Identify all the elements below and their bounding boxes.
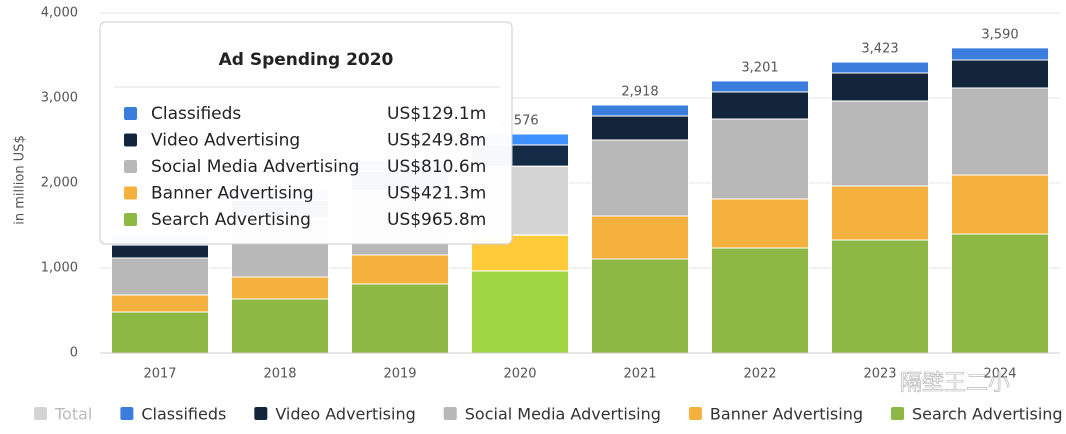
legend-swatch[interactable] [120, 407, 134, 420]
legend-label[interactable]: Social Media Advertising [465, 405, 661, 424]
legend-swatch[interactable] [688, 407, 702, 420]
bar-segment [111, 311, 209, 354]
legend-swatch[interactable] [254, 407, 268, 420]
bar-segment [951, 59, 1049, 89]
bar-segment [831, 72, 929, 102]
bar-segment [591, 258, 689, 354]
legend-swatch[interactable] [34, 407, 47, 420]
bar-segment [111, 294, 209, 313]
legend-swatch[interactable] [891, 407, 904, 420]
y-axis-label: in million US$ [13, 135, 28, 224]
bar-stack [591, 104, 689, 354]
tooltip-name: Search Advertising [151, 210, 311, 230]
x-tick-label: 2021 [623, 367, 656, 382]
total-label: 3,590 [981, 27, 1018, 42]
tooltip: Ad Spending 2020 Classifieds US$129.1m Vide… [99, 21, 513, 245]
tooltip-value: US$129.1m [387, 104, 486, 124]
legend-label[interactable]: Banner Advertising [710, 405, 863, 424]
y-tick-label: 1,000 [41, 261, 78, 276]
x-tick-label: 2019 [383, 367, 416, 382]
tooltip-swatch [124, 186, 137, 200]
x-tick-label: 2020 [503, 367, 536, 382]
bar-segment [351, 254, 449, 285]
bar-segment [231, 298, 329, 354]
legend-label[interactable]: Search Advertising [912, 405, 1063, 424]
legend-label[interactable]: Total [54, 405, 92, 424]
tooltip-value: US$421.3m [387, 184, 486, 204]
bar-segment [951, 47, 1049, 61]
bar-segment [951, 174, 1049, 235]
tooltip-swatch [124, 160, 137, 173]
watermark: 隔壁王二小 [900, 371, 1010, 396]
bar-segment [231, 276, 329, 300]
bar-segment [591, 215, 689, 260]
bar-stack [711, 80, 809, 354]
total-label: 3,201 [741, 60, 778, 75]
bar-segment [591, 104, 689, 117]
bar-segment [711, 198, 809, 249]
y-tick-label: 2,000 [41, 176, 78, 191]
total-label: 2,918 [621, 84, 658, 99]
bar-segment [831, 239, 929, 354]
tooltip-value: US$249.8m [387, 131, 486, 151]
bar-segment [831, 61, 929, 74]
x-tick-label: 2022 [743, 367, 776, 382]
bar-segment [951, 87, 1049, 176]
bar-segment [831, 185, 929, 241]
y-tick-label: 0 [70, 346, 78, 361]
bar-stack [831, 61, 929, 354]
x-tick-label: 2018 [263, 367, 296, 382]
tooltip-swatch [124, 107, 137, 120]
tooltip-value: US$810.6m [387, 157, 486, 177]
tooltip-title: Ad Spending 2020 [219, 50, 394, 70]
bar-segment [951, 233, 1049, 354]
bar-segment [711, 247, 809, 354]
y-tick-label: 4,000 [41, 6, 78, 21]
legend-label[interactable]: Classifieds [141, 405, 226, 424]
tooltip-name: Video Advertising [151, 131, 300, 151]
bar-segment [591, 115, 689, 141]
tooltip-name: Banner Advertising [151, 184, 314, 204]
bar-stack [111, 235, 209, 354]
x-tick-label: 2017 [143, 367, 176, 382]
bar-segment [591, 139, 689, 217]
y-tick-label: 3,000 [41, 91, 78, 106]
x-tick-label: 2023 [863, 367, 896, 382]
x-tick-label: 2024 [983, 367, 1016, 382]
bar-segment [111, 244, 209, 259]
bar-segment [111, 257, 209, 296]
tooltip-swatch [124, 133, 137, 147]
bar-segment [711, 118, 809, 200]
tooltip-name: Classifieds [151, 104, 241, 124]
tooltip-box [99, 21, 513, 245]
bar-segment [711, 91, 809, 120]
legend-swatch[interactable] [443, 407, 457, 420]
legend-label[interactable]: Video Advertising [275, 405, 415, 424]
tooltip-swatch [124, 213, 137, 226]
bar-stack [951, 47, 1049, 354]
total-label: 3,423 [861, 42, 898, 57]
bar-segment [711, 80, 809, 93]
bar-segment [831, 100, 929, 187]
tooltip-value: US$965.8m [387, 210, 486, 230]
tooltip-name: Social Media Advertising [151, 157, 359, 177]
bar-segment [351, 283, 449, 354]
bar-segment [471, 270, 569, 354]
